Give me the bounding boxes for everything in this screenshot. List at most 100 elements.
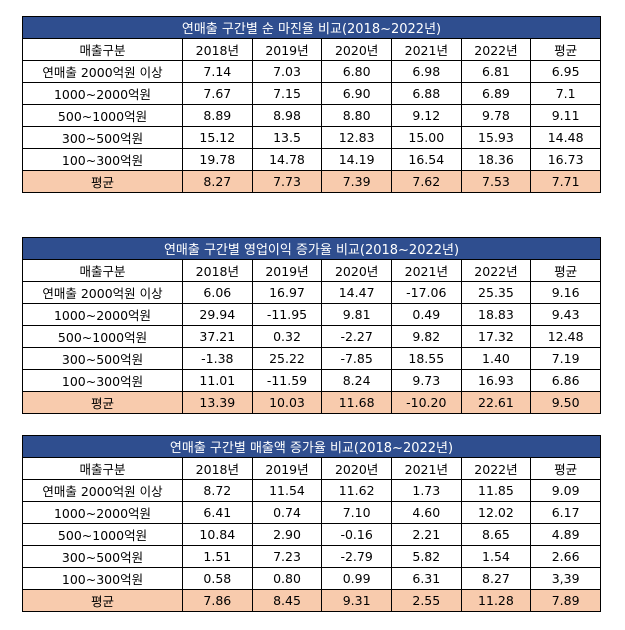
table-cell: 6.17 <box>530 501 601 524</box>
row-label: 평균 <box>22 589 183 612</box>
average-cell: 7.62 <box>390 170 462 193</box>
table-title: 연매출 구간별 매출액 증가율 비교(2018~2022년) <box>22 435 601 458</box>
table-cell: 8.24 <box>321 369 392 392</box>
average-cell: 7.39 <box>321 170 392 193</box>
table-cell: 8.89 <box>182 104 253 127</box>
table-cell: 0.74 <box>251 501 323 524</box>
table-cell: 9.11 <box>530 104 601 127</box>
column-header: 평균 <box>530 259 601 282</box>
net-margin-table: 연매출 구간별 순 마진율 비교(2018~2022년) 매출구분 2018년 … <box>22 16 601 193</box>
average-cell: 7.89 <box>530 589 601 612</box>
table-cell: 7.1 <box>530 82 601 105</box>
table-cell: 9.12 <box>390 104 462 127</box>
table-cell: 12.48 <box>530 325 601 348</box>
table-cell: 8.27 <box>460 567 532 590</box>
table-title-row: 연매출 구간별 순 마진율 비교(2018~2022년) <box>22 16 601 39</box>
row-label: 1000~2000억원 <box>22 82 183 105</box>
table-cell: 17.32 <box>460 325 532 348</box>
table-row: 1000~2000억원 29.94 -11.95 9.81 0.49 18.83… <box>22 303 601 326</box>
average-cell: 11.28 <box>460 589 532 612</box>
table-cell: 8.98 <box>251 104 323 127</box>
table-cell: 6.88 <box>390 82 462 105</box>
table-cell: 0.49 <box>390 303 462 326</box>
column-header: 2022년 <box>460 457 532 480</box>
table-title-row: 연매출 구간별 매출액 증가율 비교(2018~2022년) <box>22 435 601 458</box>
table-cell: 29.94 <box>182 303 253 326</box>
table-cell: -0.16 <box>321 523 392 546</box>
column-header: 매출구분 <box>22 38 183 61</box>
row-label: 100~300억원 <box>22 148 183 171</box>
table-cell: 25.35 <box>460 281 532 304</box>
row-label: 평균 <box>22 391 183 414</box>
average-cell: 13.39 <box>182 391 253 414</box>
table-cell: 9.78 <box>460 104 532 127</box>
table-cell: 10.84 <box>182 523 253 546</box>
table-cell: 6.90 <box>321 82 392 105</box>
table-cell: 7.03 <box>251 60 323 83</box>
table-cell: 9.82 <box>390 325 462 348</box>
table-cell: 11.85 <box>460 479 532 502</box>
table-row: 1000~2000억원 7.67 7.15 6.90 6.88 6.89 7.1 <box>22 82 601 105</box>
table-title: 연매출 구간별 영업이익 증가율 비교(2018~2022년) <box>22 237 601 260</box>
table-cell: 8.65 <box>460 523 532 546</box>
table-cell: -2.79 <box>321 545 392 568</box>
row-label: 평균 <box>22 170 183 193</box>
table-cell: 8.80 <box>321 104 392 127</box>
table-cell: 18.83 <box>460 303 532 326</box>
table-cell: 14.78 <box>251 148 323 171</box>
table-row: 연매출 2000억원 이상 7.14 7.03 6.80 6.98 6.81 6… <box>22 60 601 83</box>
column-header: 2018년 <box>182 38 253 61</box>
row-label: 500~1000억원 <box>22 325 183 348</box>
table-cell: 11.01 <box>182 369 253 392</box>
table-cell: 0.80 <box>251 567 323 590</box>
table-row: 300~500억원 1.51 7.23 -2.79 5.82 1.54 2.66 <box>22 545 601 568</box>
average-cell: 7.86 <box>182 589 253 612</box>
table-row: 연매출 2000억원 이상 8.72 11.54 11.62 1.73 11.8… <box>22 479 601 502</box>
table-cell: 18.55 <box>390 347 462 370</box>
table-cell: 16.93 <box>460 369 532 392</box>
table-cell: 16.97 <box>251 281 323 304</box>
column-header: 평균 <box>530 457 601 480</box>
table-title-row: 연매출 구간별 영업이익 증가율 비교(2018~2022년) <box>22 237 601 260</box>
column-header: 2020년 <box>321 457 392 480</box>
table-cell: 2.90 <box>251 523 323 546</box>
table-cell: 3,39 <box>530 567 601 590</box>
column-header: 2021년 <box>390 38 462 61</box>
average-cell: 22.61 <box>460 391 532 414</box>
column-header: 2018년 <box>182 259 253 282</box>
table-cell: 6.86 <box>530 369 601 392</box>
table-row: 100~300억원 11.01 -11.59 8.24 9.73 16.93 6… <box>22 369 601 392</box>
table-cell: -11.59 <box>251 369 323 392</box>
average-cell: 8.45 <box>251 589 323 612</box>
column-header: 매출구분 <box>22 457 183 480</box>
table-cell: 15.12 <box>182 126 253 149</box>
table-cell: 14.48 <box>530 126 601 149</box>
table-header-row: 매출구분 2018년 2019년 2020년 2021년 2022년 평균 <box>22 38 601 61</box>
table-cell: 14.47 <box>321 281 392 304</box>
table-row: 연매출 2000억원 이상 6.06 16.97 14.47 -17.06 25… <box>22 281 601 304</box>
table-cell: 0.32 <box>251 325 323 348</box>
average-cell: 11.68 <box>321 391 392 414</box>
table-cell: 9.73 <box>390 369 462 392</box>
table-cell: 14.19 <box>321 148 392 171</box>
average-row: 평균 7.86 8.45 9.31 2.55 11.28 7.89 <box>22 589 601 612</box>
column-header: 2019년 <box>251 259 323 282</box>
table-title: 연매출 구간별 순 마진율 비교(2018~2022년) <box>22 16 601 39</box>
table-cell: 8.72 <box>182 479 253 502</box>
table-cell: 7.23 <box>251 545 323 568</box>
column-header: 2019년 <box>251 457 323 480</box>
table-cell: 7.10 <box>321 501 392 524</box>
column-header: 2022년 <box>460 259 532 282</box>
table-cell: 9.16 <box>530 281 601 304</box>
table-row: 1000~2000억원 6.41 0.74 7.10 4.60 12.02 6.… <box>22 501 601 524</box>
table-cell: -17.06 <box>390 281 462 304</box>
table-cell: 15.00 <box>390 126 462 149</box>
table-cell: 9.09 <box>530 479 601 502</box>
average-cell: 9.50 <box>530 391 601 414</box>
table-cell: 19.78 <box>182 148 253 171</box>
column-header: 2022년 <box>460 38 532 61</box>
table-cell: 12.02 <box>460 501 532 524</box>
revenue-growth-table: 연매출 구간별 매출액 증가율 비교(2018~2022년) 매출구분 2018… <box>22 435 601 612</box>
column-header: 2021년 <box>390 259 462 282</box>
table-cell: 11.62 <box>321 479 392 502</box>
